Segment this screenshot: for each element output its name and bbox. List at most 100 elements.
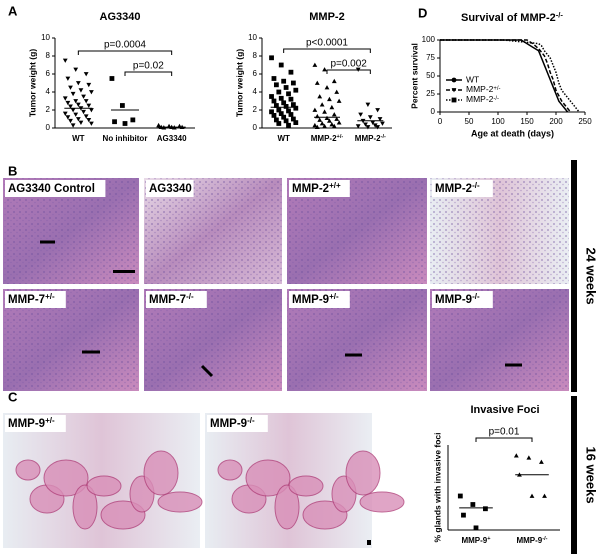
x-axis-label: Age at death (days): [471, 128, 554, 138]
marker: [331, 78, 337, 84]
bracket: [283, 48, 371, 53]
image-label: MMP-9-/-: [210, 416, 255, 430]
marker: [73, 112, 79, 117]
y-tick-label: 100: [422, 35, 436, 44]
p-value: p<0.0001: [306, 38, 348, 49]
image-label-box: [5, 180, 106, 197]
marker: [83, 72, 89, 77]
marker: [380, 121, 385, 126]
marker: [75, 102, 81, 107]
marker: [83, 114, 89, 119]
marker: [290, 116, 296, 122]
marker: [324, 115, 330, 121]
marker: [81, 109, 86, 115]
marker: [86, 117, 92, 123]
image-label-box: [289, 291, 350, 308]
marker: [513, 453, 519, 458]
y-axis-label: Tumor weight (g): [234, 49, 244, 117]
marker: [314, 124, 320, 130]
marker: [329, 122, 335, 127]
marker: [329, 104, 335, 110]
marker: [278, 111, 284, 116]
marker: [276, 107, 282, 113]
image-label: MMP-7-/-: [149, 292, 194, 306]
marker: [377, 117, 383, 122]
y-axis-label: Percent survival: [409, 43, 419, 109]
marker: [312, 107, 318, 112]
marker: [86, 103, 92, 108]
marker: [470, 502, 476, 507]
marker: [293, 87, 299, 93]
image-label-box: [146, 180, 194, 197]
p-value: p=0.002: [330, 59, 367, 70]
marker: [336, 98, 342, 103]
marker: [89, 121, 94, 126]
marker: [281, 78, 287, 84]
tissue: [143, 450, 179, 496]
side-label: 24 weeks: [584, 247, 599, 304]
marker: [278, 95, 284, 101]
marker: [276, 121, 282, 126]
marker: [529, 493, 535, 498]
marker: [290, 102, 296, 107]
y-tick-label: 2: [253, 105, 258, 114]
marker: [70, 91, 76, 97]
y-tick-label: 0: [46, 123, 51, 132]
marker: [273, 82, 279, 88]
y-tick-label: 0: [253, 123, 258, 132]
panel-label: D: [418, 5, 427, 20]
marker: [312, 122, 318, 128]
marker: [273, 117, 279, 123]
tissue: [359, 491, 405, 513]
marker: [473, 525, 479, 531]
image-label: AG3340 Control: [8, 183, 95, 195]
marker: [324, 85, 330, 90]
y-tick-label: 4: [46, 87, 51, 96]
y-axis-label: % glands with invasive foci: [432, 432, 442, 542]
marker: [322, 109, 327, 114]
marker: [89, 90, 94, 95]
marker: [73, 99, 79, 104]
marker: [276, 89, 282, 95]
marker: [283, 104, 289, 109]
marker: [319, 121, 325, 126]
marker: [271, 98, 277, 104]
image-label-box: [289, 180, 350, 197]
marker: [119, 103, 125, 108]
marker: [334, 89, 340, 94]
side-bar: [571, 396, 577, 554]
x-tick-label: WT: [72, 134, 85, 143]
bracket: [326, 69, 371, 74]
marker: [70, 123, 76, 128]
marker: [283, 85, 289, 90]
marker: [68, 85, 73, 90]
x-tick-label: No inhibitor: [103, 134, 148, 143]
marker: [286, 108, 291, 114]
tissue: [72, 484, 98, 530]
image-label: MMP-2-/-: [435, 181, 480, 195]
marker: [367, 115, 373, 120]
image-label-box: [432, 291, 493, 308]
marker: [271, 113, 277, 118]
marker: [130, 117, 136, 123]
marker: [365, 102, 371, 107]
legend-marker: [451, 88, 457, 93]
x-tick-label: MMP-9-/-: [516, 536, 547, 545]
marker: [112, 119, 117, 125]
image-label: AG3340: [149, 183, 192, 195]
y-tick-label: 75: [426, 53, 435, 62]
marker: [358, 112, 364, 117]
y-tick-label: 10: [41, 33, 50, 42]
marker: [68, 118, 73, 124]
chart-title: Invasive Foci: [470, 404, 539, 416]
image-label: MMP-9+/-: [8, 416, 55, 430]
x-tick-label: 250: [578, 117, 592, 126]
arrow: [200, 364, 214, 378]
x-tick-label: 0: [438, 117, 443, 126]
marker: [327, 96, 332, 102]
marker: [283, 118, 289, 124]
x-tick-label: AG3340: [157, 134, 187, 143]
marker: [542, 493, 547, 498]
marker: [269, 55, 274, 61]
